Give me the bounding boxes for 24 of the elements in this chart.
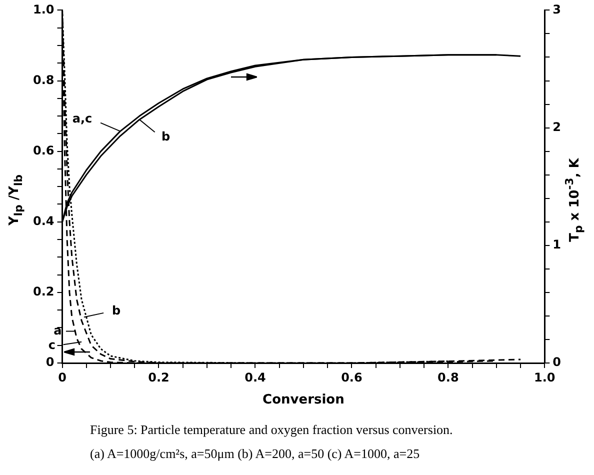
text: (a) A=1000g/cm²s, a=50μm (b) A=200, a=50 (c) A=1000, a=25	[90, 445, 421, 463]
caption: Figure 5: Particle temperature and oxygen fraction versus conversion.	[90, 421, 453, 439]
y-tick-label: 0.8	[32, 72, 54, 87]
y-tick-label: 0.4	[32, 214, 54, 228]
annotation: a,c	[72, 111, 92, 126]
y-tick-label: 0	[46, 355, 54, 370]
y-tick-label: 1.0	[32, 2, 54, 16]
x-tick-label: 1.0	[534, 370, 556, 384]
annotation: b	[161, 130, 170, 144]
annotation: c	[48, 338, 56, 352]
x-tick-label: 0	[58, 370, 66, 384]
y2-tick-label: 2	[552, 120, 562, 134]
y-tick-label: 0.2	[32, 284, 54, 299]
x-tick-label: 0.4	[244, 370, 266, 384]
y-tick-label: 0.6	[32, 143, 54, 158]
annotation: a	[54, 323, 62, 338]
y2-tick-label: 1	[552, 238, 562, 252]
x-tick-label: 0.2	[148, 370, 170, 384]
x-tick-label: 0.6	[341, 370, 362, 384]
x-tick-label: 0.8	[438, 370, 459, 384]
annotation: b	[112, 303, 121, 318]
y2-tick-label: 3	[552, 2, 562, 16]
y2-tick-label: 0	[552, 355, 562, 370]
x-axis-title: Conversion	[262, 392, 344, 408]
